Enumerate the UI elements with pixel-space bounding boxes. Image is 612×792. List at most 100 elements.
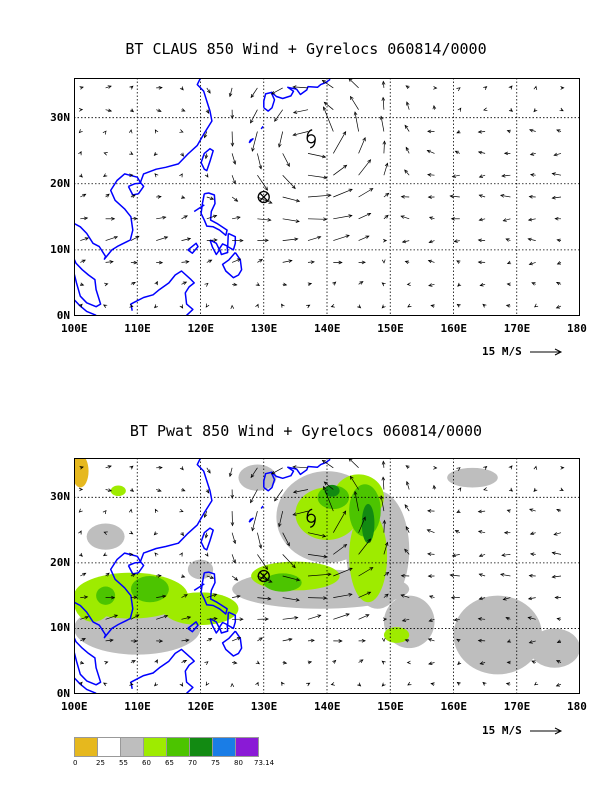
wind-vector [527,217,536,222]
wind-vector [555,660,562,664]
wind-vector [282,282,288,287]
wind-vector [381,282,386,287]
wind-vector [181,616,192,620]
wind-vector [406,282,411,287]
wind-vector [457,487,462,492]
wind-vector [78,681,83,686]
colorbar-swatch [120,737,144,757]
wind-vector [556,617,562,621]
coastline [200,192,228,237]
wind-vector [333,613,350,620]
y-tick-label: 10N [50,242,70,256]
coastline [200,527,214,551]
wind-vector [405,465,410,469]
wind-vector [400,194,410,199]
wind-vector [427,638,435,642]
coastline [226,232,237,251]
wind-vector [130,281,136,286]
wind-vector [154,173,159,178]
wind-vector [307,596,328,600]
wind-vector [156,488,162,492]
colorbar-label: 55 [119,759,128,767]
wind-vector [477,260,486,265]
panel1-title: BT CLAUS 850 Wind + Gyrelocs 060814/0000 [125,40,487,58]
gyre-center-icon [257,569,270,583]
wind-vector [180,531,184,537]
wind-vector [156,639,164,643]
y-tick-label: 20N [50,555,70,569]
wind-vector [383,571,390,577]
wind-vector [559,107,564,112]
wind-vector [456,681,461,686]
coastline [130,270,195,316]
wind-vector [231,175,236,185]
wind-vector [404,548,410,555]
wind-vector [129,530,134,535]
wind-vector [105,465,112,469]
x-tick-label: 120E [187,700,215,713]
wind-vector [80,259,86,264]
wind-vector [457,107,462,112]
wind-vector [231,554,236,564]
wind-vector [257,218,272,222]
wind-vector [80,193,87,198]
wind-vector [307,572,332,577]
coastline [270,458,331,480]
wind-vector [180,152,184,157]
wind-vector [503,530,511,535]
wind-vector [206,593,218,598]
wind-vector [179,508,184,513]
wind-vector [529,152,536,156]
wind-vector [282,616,299,620]
wind-vector [528,640,536,644]
wind-vector [529,508,536,512]
wind-vector [554,595,562,600]
x-tick-label: 160E [440,700,468,713]
wind-vector [257,238,269,243]
coastline [260,505,264,509]
wind-vector [477,238,486,243]
wind-vector [281,303,285,308]
wind-vector [407,303,412,308]
typhoon-icon [306,508,316,528]
colorbar-swatch [74,737,98,757]
wind-vector [232,594,241,599]
wind-vector [129,488,135,492]
wind-vector [333,260,343,265]
wind-vector [382,617,388,622]
wind-vector [105,85,112,89]
wind-vector [206,259,213,264]
x-tick-label: 180 [567,322,587,335]
wind-vector [130,194,136,199]
coastline [209,617,221,634]
wind-vector [228,467,233,478]
wind-vector [499,194,511,198]
wind-vector [529,173,536,177]
wind-vector [450,595,460,600]
pwat-contour-region [74,458,89,488]
wind-vector [449,194,460,199]
wind-vector [428,618,435,622]
wind-vector [181,487,186,492]
wind-vector [78,530,82,535]
wind-vector [358,188,374,198]
wind-vector [381,304,386,309]
wind-vector [482,681,487,686]
wind-vector [130,260,138,265]
wind-vector [479,661,486,665]
wind-vector [426,149,435,154]
wind-vector [506,639,512,643]
wind-vector [499,573,511,577]
coastline [74,78,213,260]
wind-vector [257,575,273,583]
x-tick-label: 100E [61,700,88,713]
wind-vector [453,239,460,243]
wind-vector [401,618,410,622]
wind-vector [181,594,188,598]
wind-vector [105,235,119,241]
wind-vector [257,175,268,191]
wind-vector [230,131,235,147]
wind-vector [270,87,283,95]
wind-vector [251,511,258,532]
x-tick-label: 130E [250,700,278,713]
